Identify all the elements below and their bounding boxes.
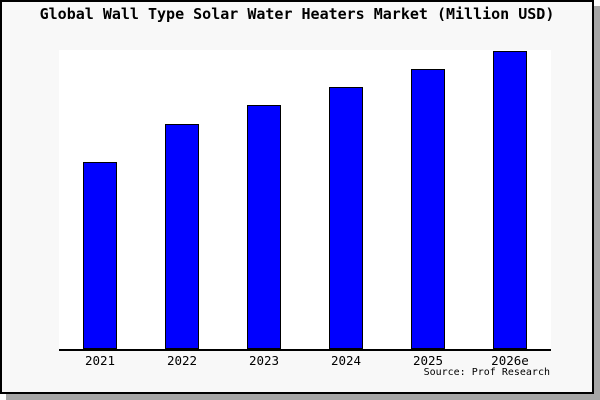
bar-2026e: [493, 50, 527, 349]
chart-title: Global Wall Type Solar Water Heaters Mar…: [39, 5, 555, 23]
source-note: Source: Prof Research: [423, 367, 550, 378]
bar-2024: [329, 86, 363, 349]
x-tick-label-2022: 2022: [166, 353, 198, 368]
bar-column-2026e: [469, 50, 551, 349]
bar-2025: [411, 68, 445, 349]
x-axis-labels: 2021 2022 2023 2024 2025 2026e: [59, 354, 551, 368]
x-tick-label-2026e: 2026e: [491, 353, 529, 368]
bar-column-2023: [223, 50, 305, 349]
bar-2022: [165, 124, 199, 349]
x-tick-label-2024: 2024: [330, 353, 362, 368]
x-tick-label-2021: 2021: [84, 353, 116, 368]
bar-column-2024: [305, 50, 387, 349]
x-tick-label-2023: 2023: [248, 353, 280, 368]
x-tick-label-2025: 2025: [412, 353, 444, 368]
bar-column-2021: [59, 50, 141, 349]
chart-frame: Global Wall Type Solar Water Heaters Mar…: [0, 0, 594, 394]
plot-area: [59, 50, 551, 351]
bar-column-2025: [387, 50, 469, 349]
bar-column-2022: [141, 50, 223, 349]
bar-2023: [247, 104, 281, 349]
bar-2021: [83, 162, 117, 349]
